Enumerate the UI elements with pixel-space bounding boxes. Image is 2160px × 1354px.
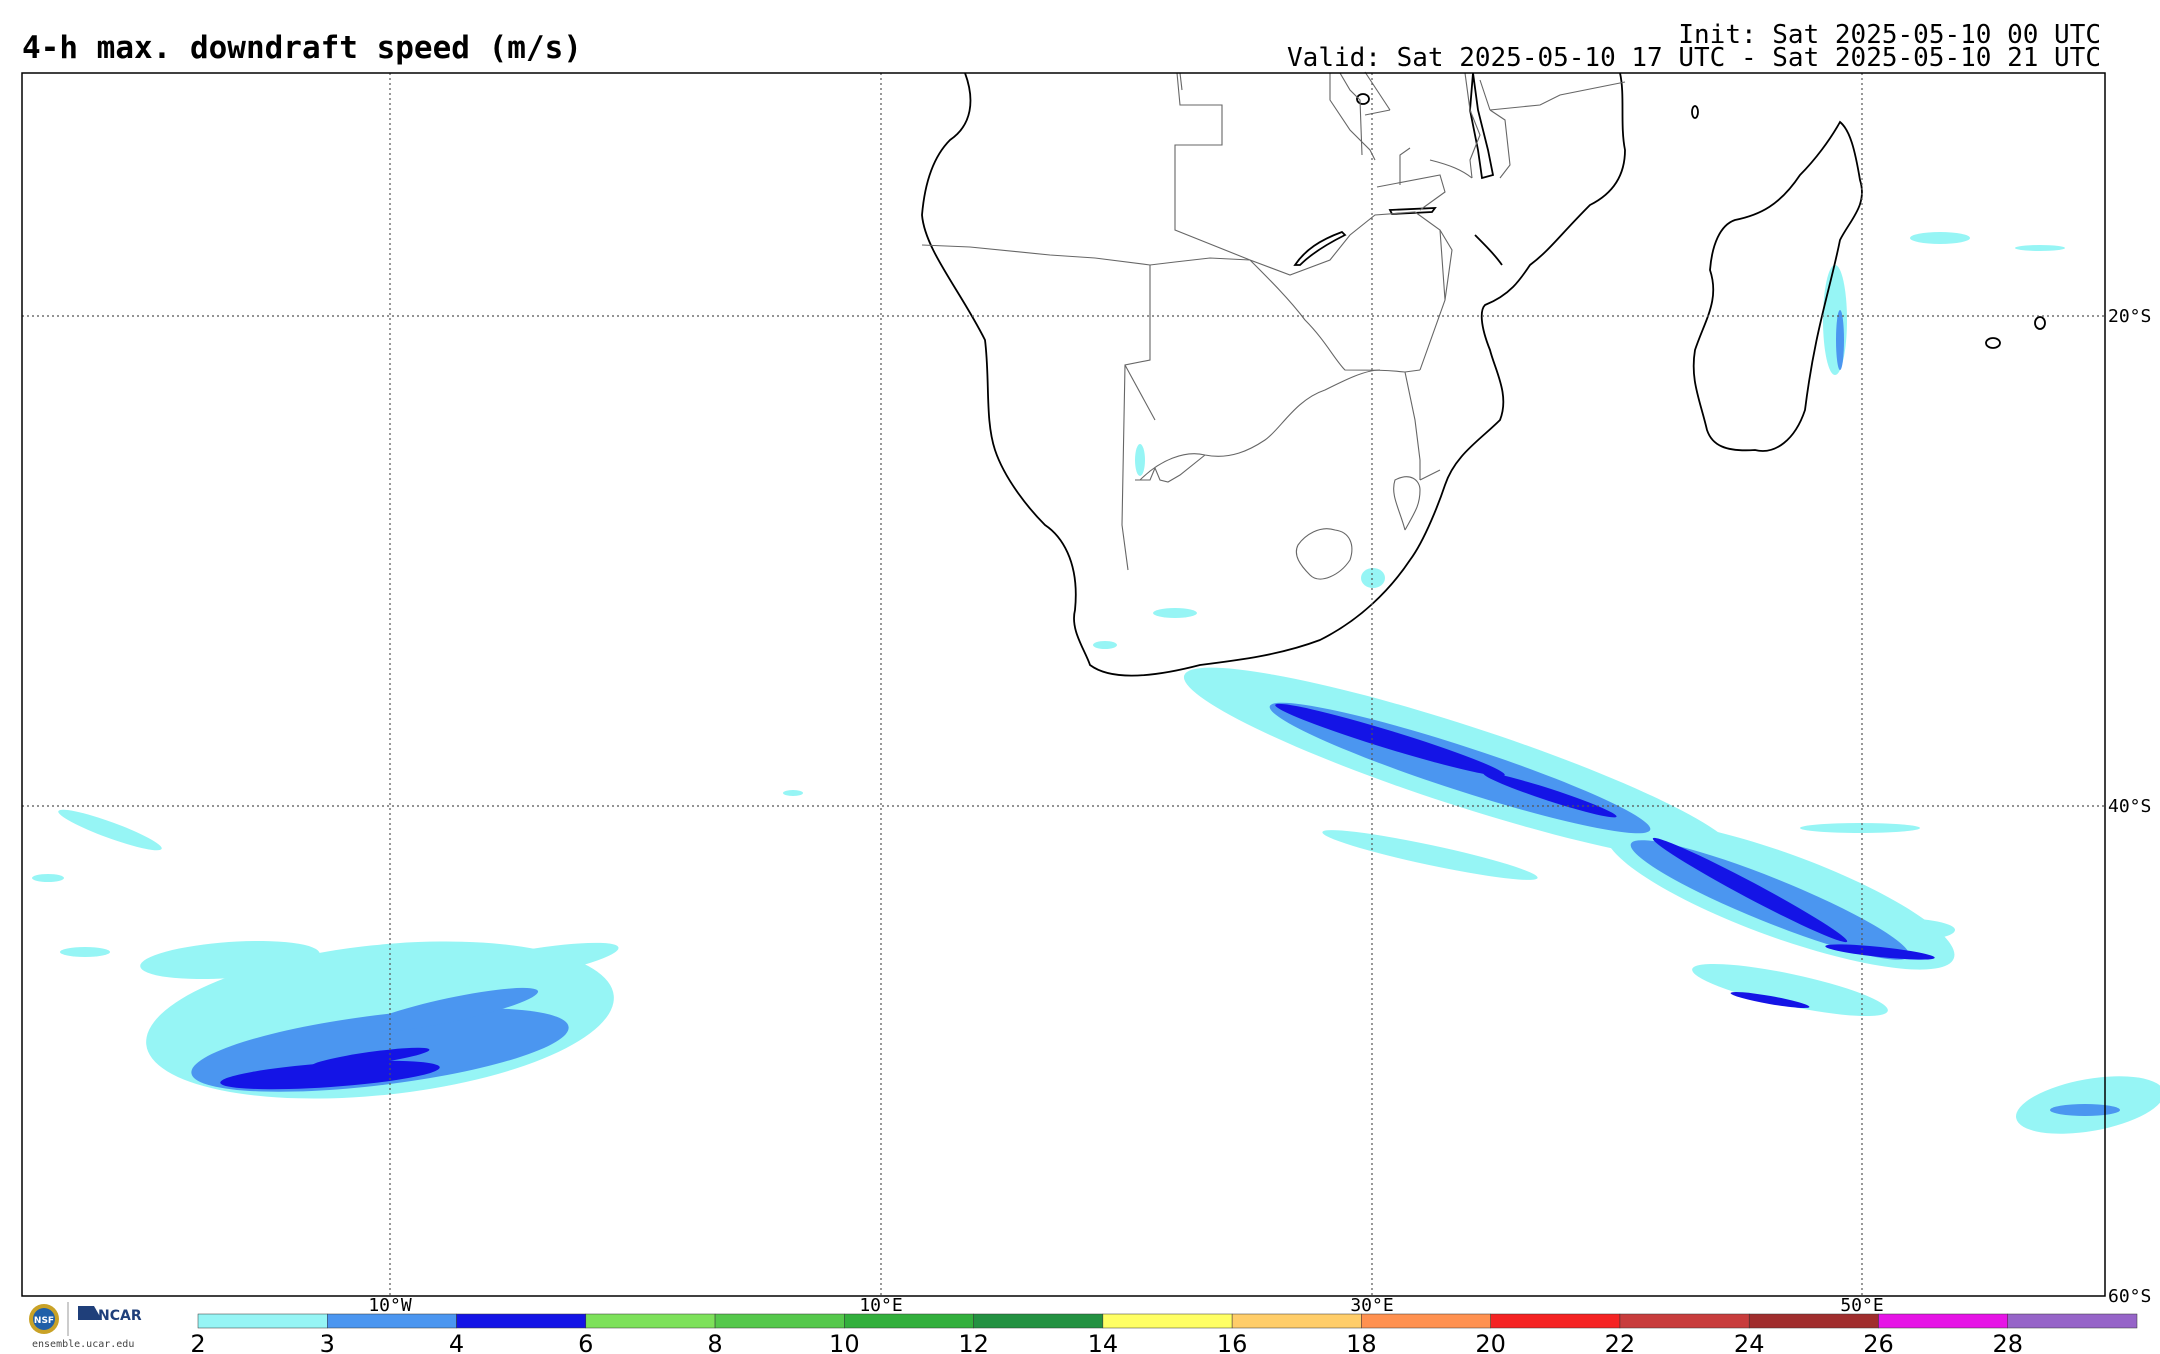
colorbar-label: 3 <box>320 1330 335 1354</box>
colorbar-swatch <box>973 1313 1104 1329</box>
lon-label-30e: 30°E <box>1350 1295 1393 1316</box>
lat-label-40s: 40°S <box>2108 796 2151 817</box>
colorbar-swatch <box>1361 1313 1491 1329</box>
colorbar-swatch <box>1619 1313 1750 1329</box>
nsf-logo-text: NSF <box>34 1316 54 1326</box>
colorbar-label: 4 <box>449 1330 464 1354</box>
colorbar-swatch <box>714 1313 845 1329</box>
colorbar-swatch <box>1748 1313 1879 1329</box>
lake-malawi <box>1469 72 1495 180</box>
colorbar-swatch <box>844 1313 974 1329</box>
downdraft-area-atlantic <box>32 790 803 1099</box>
colorbar-label: 22 <box>1605 1330 1636 1354</box>
downdraft-area-scattered <box>1093 232 2065 649</box>
colorbar-swatch <box>456 1313 587 1329</box>
ncar-logo-text: NCAR <box>98 1308 142 1324</box>
colorbar-swatch <box>2007 1313 2138 1329</box>
colorbar-swatch <box>1231 1313 1362 1329</box>
lake-kariba <box>1293 230 1347 266</box>
colorbar: 2 3 4 6 8 10 12 14 16 18 20 22 24 26 28 <box>190 1313 2138 1354</box>
reunion-island <box>2034 316 2046 330</box>
colorbar-swatch <box>1490 1313 1621 1329</box>
lat-label-60s: 60°S <box>2108 1286 2151 1307</box>
lon-label-10w: 10°W <box>368 1295 412 1316</box>
country-borders <box>921 71 1626 580</box>
lon-label-10e: 10°E <box>859 1295 902 1316</box>
downdraft-area-southern-ocean <box>1183 667 1955 1017</box>
colorbar-label: 26 <box>1863 1330 1894 1354</box>
site-url: ensemble.ucar.edu <box>32 1339 134 1350</box>
colorbar-label: 20 <box>1475 1330 1506 1354</box>
lon-label-50e: 50°E <box>1840 1295 1883 1316</box>
colorbar-swatch <box>197 1313 328 1329</box>
colorbar-label: 18 <box>1346 1330 1377 1354</box>
lat-label-20s: 20°S <box>2108 306 2151 327</box>
map-frame <box>21 72 2106 1297</box>
colorbar-label: 8 <box>707 1330 722 1354</box>
map-title: 4-h max. downdraft speed (m/s) <box>22 30 582 66</box>
colorbar-label: 6 <box>578 1330 593 1354</box>
colorbar-label: 14 <box>1088 1330 1119 1354</box>
colorbar-label: 28 <box>1992 1330 2023 1354</box>
ncar-logo: NCAR <box>78 1306 142 1324</box>
colorbar-swatch <box>327 1313 457 1329</box>
lake-island-2 <box>1691 105 1699 119</box>
lake-island-1 <box>1356 93 1370 105</box>
colorbar-label: 16 <box>1217 1330 1248 1354</box>
colorbar-swatch <box>1102 1313 1233 1329</box>
africa-coastline <box>921 72 1626 677</box>
graticule <box>22 73 2105 1296</box>
init-time: Init: Sat 2025-05-10 00 UTC <box>1678 20 2101 50</box>
mauritius-island <box>1985 337 2001 349</box>
colorbar-label: 24 <box>1734 1330 1765 1354</box>
colorbar-label: 2 <box>190 1330 205 1354</box>
colorbar-swatch <box>1878 1313 2008 1329</box>
coastlines <box>921 72 2046 677</box>
downdraft-area-east <box>2016 1076 2160 1134</box>
lake-cahora-bassa <box>1388 207 1437 215</box>
nsf-logo: NSF <box>29 1304 59 1334</box>
madagascar-coastline <box>1692 120 1863 452</box>
mozambique-river <box>1474 234 1503 266</box>
colorbar-label: 12 <box>958 1330 989 1354</box>
lesotho-border <box>1295 528 1353 580</box>
colorbar-swatch <box>585 1313 716 1329</box>
colorbar-label: 10 <box>829 1330 860 1354</box>
valid-time: Valid: Sat 2025-05-10 17 UTC - Sat 2025-… <box>1287 43 2101 73</box>
downdraft-field <box>32 232 2160 1134</box>
